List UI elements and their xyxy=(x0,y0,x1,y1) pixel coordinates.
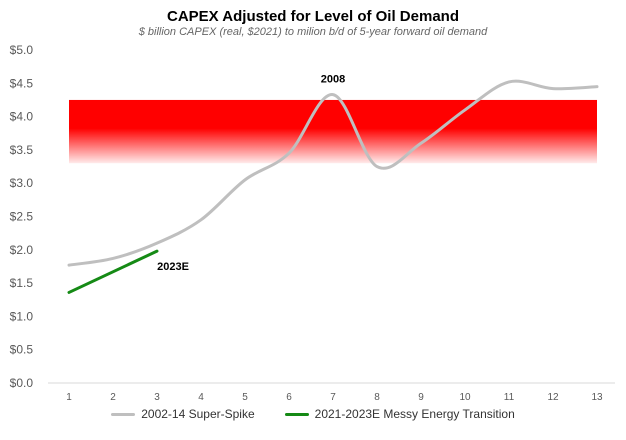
x-tick-label: 6 xyxy=(286,392,292,403)
x-tick-label: 1 xyxy=(66,392,72,403)
legend-label-energy-transition: 2021-2023E Messy Energy Transition xyxy=(314,407,515,421)
legend-swatch-super-spike xyxy=(111,412,136,416)
x-tick-label: 2 xyxy=(110,392,116,403)
annotation-label: 2008 xyxy=(321,74,345,86)
y-tick-label: $4.0 xyxy=(10,110,34,124)
legend-item-energy-transition: 2021-2023E Messy Energy Transition xyxy=(284,407,515,421)
chart-title: CAPEX Adjusted for Level of Oil Demand xyxy=(167,8,459,25)
target-range-band xyxy=(69,99,597,164)
x-tick-label: 4 xyxy=(198,392,204,403)
x-tick-label: 9 xyxy=(418,392,424,403)
x-tick-label: 12 xyxy=(547,392,559,403)
y-tick-label: $2.0 xyxy=(10,243,34,257)
x-tick-label: 3 xyxy=(154,392,160,403)
annotation-label: 2023E xyxy=(157,261,189,273)
y-tick-label: $5.0 xyxy=(10,43,34,57)
chart-subtitle: $ billion CAPEX (real, $2021) to milion … xyxy=(138,26,488,38)
y-tick-label: $3.0 xyxy=(10,176,34,190)
legend-swatch-energy-transition xyxy=(284,412,309,416)
y-tick-label: $1.5 xyxy=(10,276,34,290)
x-tick-label: 8 xyxy=(374,392,380,403)
y-tick-label: $0.0 xyxy=(10,376,34,390)
series-line-super-spike xyxy=(67,79,599,267)
y-tick-label: $4.5 xyxy=(10,76,34,90)
x-tick-label: 5 xyxy=(242,392,248,403)
x-tick-label: 7 xyxy=(330,392,336,403)
y-tick-label: $3.5 xyxy=(10,143,34,157)
legend-item-super-spike: 2002-14 Super-Spike xyxy=(111,407,255,421)
series-line-energy-transition xyxy=(67,249,159,294)
legend: 2002-14 Super-Spike 2021-2023E Messy Ene… xyxy=(0,407,626,421)
y-tick-label: $0.5 xyxy=(10,343,34,357)
x-tick-label: 10 xyxy=(459,392,471,403)
y-tick-label: $2.5 xyxy=(10,210,34,224)
x-tick-label: 11 xyxy=(504,392,515,403)
x-tick-label: 13 xyxy=(591,392,603,403)
legend-label-super-spike: 2002-14 Super-Spike xyxy=(141,407,255,421)
y-tick-label: $1.0 xyxy=(10,309,34,323)
